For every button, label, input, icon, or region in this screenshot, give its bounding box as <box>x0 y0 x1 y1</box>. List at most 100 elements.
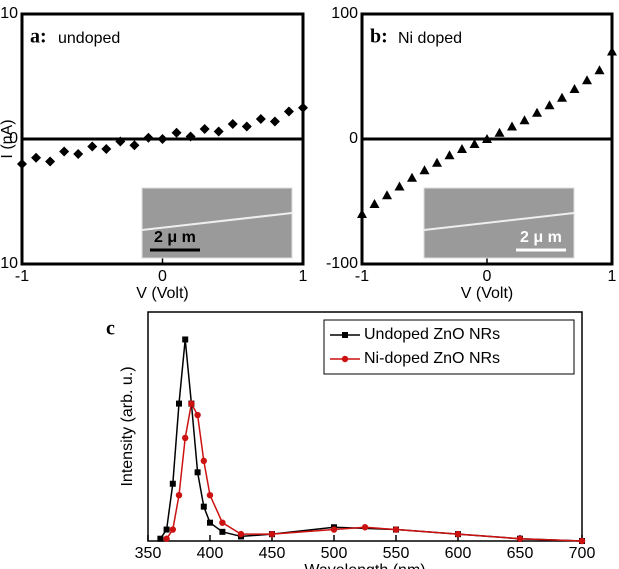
point <box>298 102 308 113</box>
nanorod <box>423 212 575 231</box>
point <box>207 519 213 526</box>
y-tick-label: 0 <box>349 130 358 147</box>
point <box>219 528 226 535</box>
point <box>569 84 580 93</box>
x-tick-label: 1 <box>299 268 308 285</box>
point <box>582 75 592 85</box>
point <box>237 530 245 538</box>
point <box>482 134 492 143</box>
point <box>532 107 542 117</box>
point <box>557 92 567 102</box>
x-tick-label: -1 <box>355 268 369 285</box>
point <box>176 400 182 407</box>
point <box>444 150 455 160</box>
point <box>394 181 405 191</box>
point <box>213 126 224 137</box>
legend-label: Ni-doped ZnO NRs <box>364 350 500 367</box>
scale-label: 2 μ m <box>154 229 196 246</box>
point <box>194 411 201 419</box>
y-axis-label: I (nA) <box>0 119 16 158</box>
point <box>227 119 238 129</box>
point <box>268 530 276 538</box>
point <box>87 141 98 152</box>
y-tick-label: -100 <box>326 255 358 272</box>
point <box>219 519 226 526</box>
point <box>578 537 586 545</box>
point <box>269 116 280 127</box>
point <box>59 146 70 157</box>
x-tick-label: 400 <box>197 545 224 562</box>
point <box>342 332 348 338</box>
point <box>143 132 154 143</box>
panel-label: c <box>106 318 115 340</box>
y-tick-label: 100 <box>331 5 358 22</box>
x-tick-label: 450 <box>259 545 286 562</box>
point <box>101 144 112 154</box>
point <box>163 526 170 533</box>
x-tick-label: 700 <box>569 545 596 562</box>
x-tick-label: 0 <box>158 268 167 285</box>
point <box>200 503 207 510</box>
scale-label: 2 μ m <box>520 229 562 246</box>
point <box>175 492 183 499</box>
point <box>419 165 430 175</box>
x-tick-label: 0 <box>483 268 492 285</box>
point <box>206 492 214 499</box>
legend-box <box>323 319 575 375</box>
point <box>369 199 380 208</box>
point <box>241 121 252 132</box>
point <box>407 172 417 182</box>
point <box>516 535 524 542</box>
legend-label: Undoped ZnO NRs <box>364 326 500 343</box>
x-tick-label: 550 <box>383 545 410 562</box>
point <box>432 157 442 167</box>
sem-inset <box>423 187 575 259</box>
point <box>382 190 392 200</box>
sem-inset <box>141 187 293 259</box>
point <box>199 124 210 134</box>
point <box>255 114 266 124</box>
point <box>157 134 168 144</box>
point <box>494 127 505 137</box>
point <box>188 400 195 407</box>
point <box>607 46 617 56</box>
panel-title: Ni doped <box>398 30 462 47</box>
point <box>507 121 517 131</box>
y-tick-label: 0 <box>9 130 18 147</box>
point <box>115 136 126 147</box>
x-tick-label: 500 <box>321 545 348 562</box>
x-tick-label: 650 <box>507 545 534 562</box>
point <box>519 115 530 125</box>
point <box>17 159 27 169</box>
point <box>357 209 367 218</box>
point <box>341 355 349 363</box>
y-axis-label: Intensity (arb. u.) <box>119 366 136 486</box>
panel-label: a: <box>30 26 47 48</box>
point <box>157 535 164 542</box>
point <box>163 535 170 542</box>
point <box>182 336 189 343</box>
point <box>182 434 189 442</box>
x-tick-label: 1 <box>608 268 617 285</box>
point <box>392 526 400 533</box>
point <box>330 526 338 533</box>
point <box>129 140 140 151</box>
y-tick-label: 10 <box>0 5 18 22</box>
point <box>194 469 201 476</box>
panel-title: undoped <box>58 30 120 47</box>
x-axis-label: V (Volt) <box>136 285 188 302</box>
x-axis-label: Wavelength (nm) <box>304 562 425 569</box>
point <box>185 131 196 142</box>
point <box>361 524 369 531</box>
point <box>45 156 56 167</box>
point <box>31 152 42 163</box>
point <box>457 144 467 153</box>
point <box>594 65 605 75</box>
panel-label: b: <box>370 26 388 48</box>
point <box>544 100 555 110</box>
point <box>200 457 207 465</box>
point <box>283 106 294 117</box>
point <box>469 139 480 148</box>
